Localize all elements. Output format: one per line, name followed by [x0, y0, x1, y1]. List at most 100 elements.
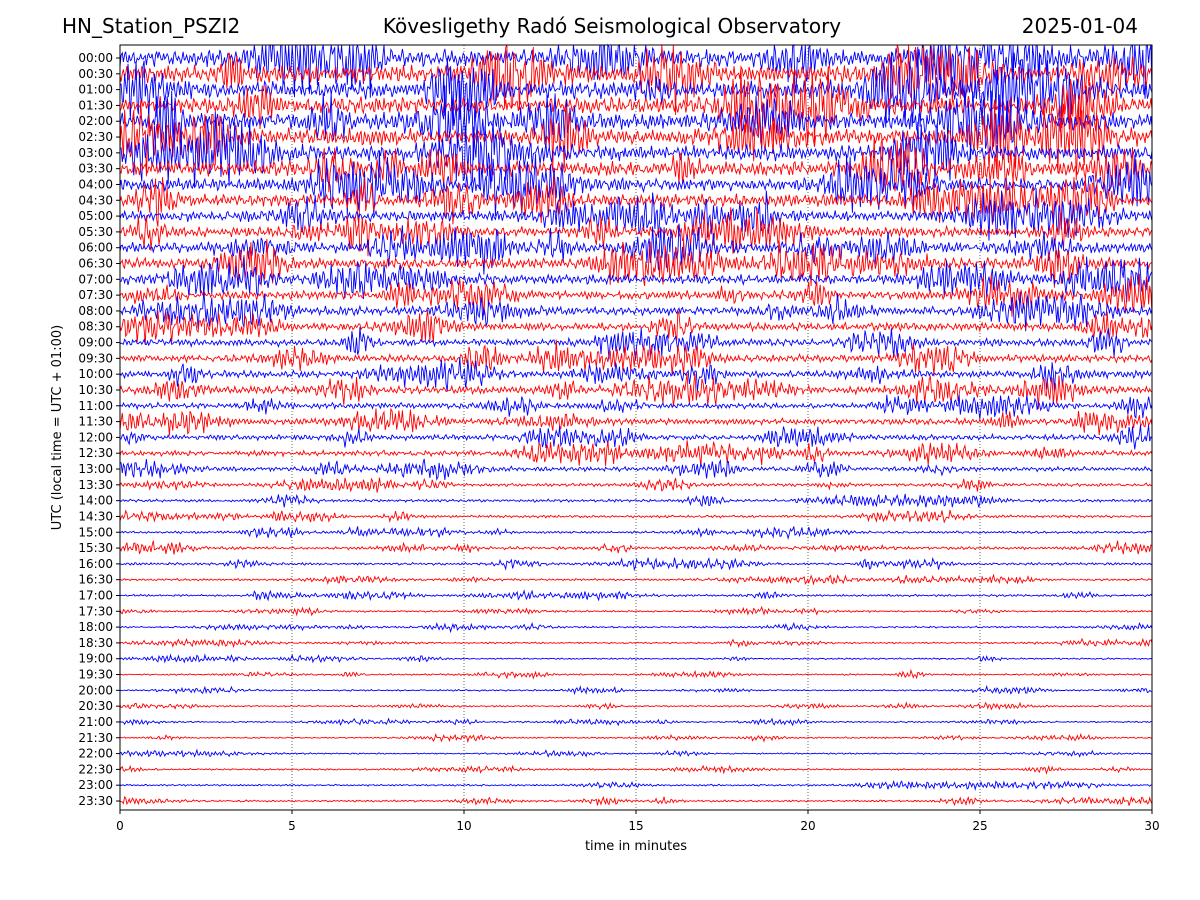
trace-line — [119, 273, 1153, 317]
trace-line — [119, 150, 1153, 217]
y-tick-label: 09:30 — [78, 351, 113, 365]
y-tick-label: 23:30 — [78, 794, 113, 808]
chart-title: Kövesligethy Radó Seismological Observat… — [382, 14, 842, 38]
trace-line — [119, 66, 1153, 144]
trace-line — [119, 188, 1153, 241]
y-tick-label: 14:00 — [78, 494, 113, 508]
trace-line — [119, 394, 1153, 419]
y-tick-label: 04:00 — [78, 177, 113, 191]
trace-line — [119, 43, 1153, 99]
y-tick-label: 00:30 — [78, 67, 113, 81]
x-tick-label: 0 — [116, 819, 124, 833]
trace-line — [119, 684, 1153, 696]
y-tick-label: 22:00 — [78, 747, 113, 761]
y-tick-label: 07:00 — [78, 272, 113, 286]
trace-line — [119, 526, 1153, 540]
y-tick-label: 14:30 — [78, 509, 113, 523]
trace-line — [119, 238, 1153, 288]
x-tick-label: 20 — [800, 819, 815, 833]
y-tick-label: 18:30 — [78, 636, 113, 650]
trace-line — [119, 556, 1153, 572]
trace-line — [119, 45, 1153, 134]
trace-line — [119, 621, 1153, 634]
trace-line — [119, 290, 1153, 332]
y-tick-label: 02:00 — [78, 114, 113, 128]
trace-line — [119, 44, 1153, 116]
y-tick-label: 15:30 — [78, 541, 113, 555]
trace-line — [119, 407, 1153, 436]
trace-line — [119, 764, 1152, 775]
y-tick-label: 17:00 — [78, 588, 113, 602]
y-tick-label: 04:30 — [78, 193, 113, 207]
x-tick-label: 5 — [288, 819, 296, 833]
y-tick-label: 21:30 — [78, 731, 113, 745]
y-tick-label: 09:00 — [78, 336, 113, 350]
y-tick-label: 06:30 — [78, 257, 113, 271]
x-tick-label: 30 — [1144, 819, 1159, 833]
y-tick-label: 03:30 — [78, 162, 113, 176]
trace-line — [119, 701, 1153, 711]
y-tick-label: 11:30 — [78, 415, 113, 429]
x-tick-label: 15 — [628, 819, 643, 833]
trace-line — [119, 256, 1153, 303]
y-tick-label: 17:30 — [78, 604, 113, 618]
trace-line — [119, 327, 1153, 361]
trace-line — [119, 424, 1153, 450]
trace-line — [119, 136, 1153, 195]
y-tick-label: 06:00 — [78, 241, 113, 255]
y-tick-label: 20:30 — [78, 699, 113, 713]
trace-line — [119, 748, 1153, 758]
y-tick-label: 16:00 — [78, 557, 113, 571]
y-tick-label: 12:00 — [78, 430, 113, 444]
y-tick-label: 13:30 — [78, 478, 113, 492]
trace-line — [119, 493, 1153, 508]
y-tick-label: 12:30 — [78, 446, 113, 460]
y-axis-label: UTC (local time = UTC + 01:00) — [50, 325, 65, 530]
x-tick-label: 25 — [972, 819, 987, 833]
station-name: HN_Station_PSZI2 — [62, 14, 241, 38]
trace-line — [119, 653, 1153, 664]
y-tick-label: 20:00 — [78, 683, 113, 697]
x-tick-label: 10 — [456, 819, 471, 833]
trace-line — [119, 100, 1153, 181]
x-axis: 0 5 10 15 20 25 30 — [116, 810, 1160, 833]
trace-line — [119, 373, 1153, 410]
trace-line — [119, 440, 1153, 467]
trace-line — [119, 339, 1153, 377]
trace-line — [119, 795, 1153, 807]
y-tick-label: 01:30 — [78, 98, 113, 112]
trace-line — [119, 509, 1153, 524]
y-tick-label: 10:30 — [78, 383, 113, 397]
y-tick-label: 13:00 — [78, 462, 113, 476]
trace-line — [119, 637, 1153, 649]
y-tick-label: 07:30 — [78, 288, 113, 302]
y-tick-label: 22:30 — [78, 762, 113, 776]
trace-line — [119, 477, 1152, 493]
y-tick-label: 15:00 — [78, 525, 113, 539]
y-tick-label: 02:30 — [78, 130, 113, 144]
x-axis-label: time in minutes — [585, 839, 687, 854]
y-tick-label: 18:00 — [78, 620, 113, 634]
y-tick-label: 08:00 — [78, 304, 113, 318]
trace-group — [119, 43, 1153, 807]
trace-line — [119, 605, 1153, 617]
trace-line — [119, 80, 1153, 161]
trace-line — [119, 175, 1153, 227]
y-tick-label: 11:00 — [78, 399, 113, 413]
y-tick-label: 19:30 — [78, 668, 113, 682]
y-tick-label: 19:00 — [78, 652, 113, 666]
trace-line — [119, 540, 1153, 555]
trace-line — [119, 111, 1153, 189]
trace-line — [119, 717, 1153, 727]
trace-line — [119, 223, 1153, 275]
y-tick-label: 08:30 — [78, 320, 113, 334]
trace-line — [119, 732, 1153, 744]
trace-line — [119, 309, 1153, 345]
y-tick-label: 01:00 — [78, 83, 113, 97]
y-tick-label: 21:00 — [78, 715, 113, 729]
trace-line — [119, 458, 1153, 482]
trace-line — [119, 779, 1153, 791]
trace-line — [119, 668, 1153, 680]
y-tick-label: 10:00 — [78, 367, 113, 381]
